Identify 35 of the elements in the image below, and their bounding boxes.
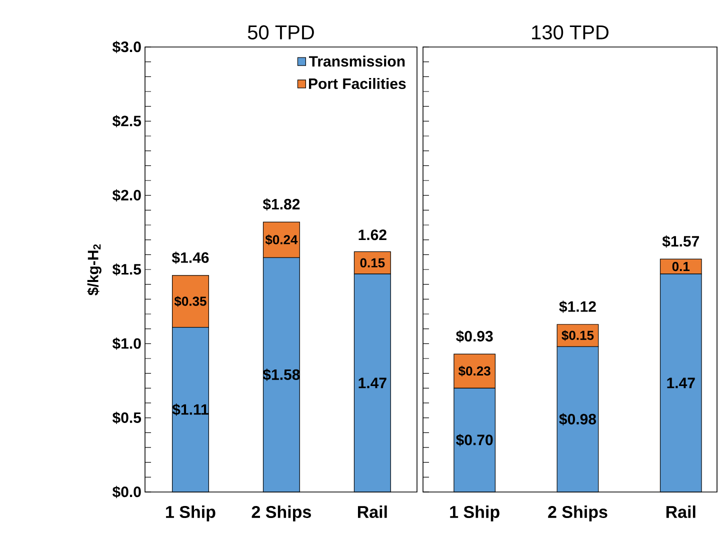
x-tick-label: 2 Ships [548, 506, 608, 522]
y-tick-label: $1.0 [112, 338, 141, 350]
y-axis-title: $/kg-H$_{2}$ [87, 244, 102, 296]
x-tick-label: 1 Ship [450, 506, 500, 522]
data-label: $0.70 [456, 434, 493, 446]
x-tick-label: 2 Ships [252, 506, 311, 522]
chart-title: 130 TPD [532, 25, 608, 40]
total-label: $1.82 [262, 198, 300, 210]
y-tick-label: $3.0 [112, 40, 141, 54]
total-label: $0.93 [456, 330, 493, 343]
total-label: $1.12 [559, 300, 596, 313]
y-tick-label: $2.5 [112, 115, 142, 128]
data-label: $0.23 [458, 366, 490, 376]
total-label: $1.46 [172, 252, 209, 264]
total-label: $1.57 [662, 235, 699, 248]
data-label: $0.98 [559, 413, 596, 426]
y-tick-label: $0.5 [112, 412, 142, 424]
total-label: 1.62 [358, 230, 386, 240]
y-tick-label: $0.0 [112, 486, 141, 498]
data-label: $0.24 [265, 234, 298, 246]
data-label: 1.47 [667, 378, 695, 388]
chart-title: 50 TPD [248, 25, 314, 40]
x-tick-label: Rail [666, 506, 696, 518]
x-tick-label: 1 Ship [166, 506, 216, 522]
data-label: $1.11 [172, 404, 208, 416]
data-label: 1.47 [358, 378, 386, 388]
data-label: 0.15 [360, 258, 385, 268]
y-tick-label: $2.0 [112, 189, 141, 202]
data-label: 0.1 [672, 262, 690, 272]
legend-label: Transmission [309, 56, 405, 67]
y-tick-label: $1.5 [112, 263, 142, 276]
x-tick-label: Rail [358, 506, 387, 518]
data-label: $0.35 [174, 296, 206, 307]
data-label: $0.15 [562, 330, 594, 341]
legend-label: Port Facilities [309, 78, 406, 90]
